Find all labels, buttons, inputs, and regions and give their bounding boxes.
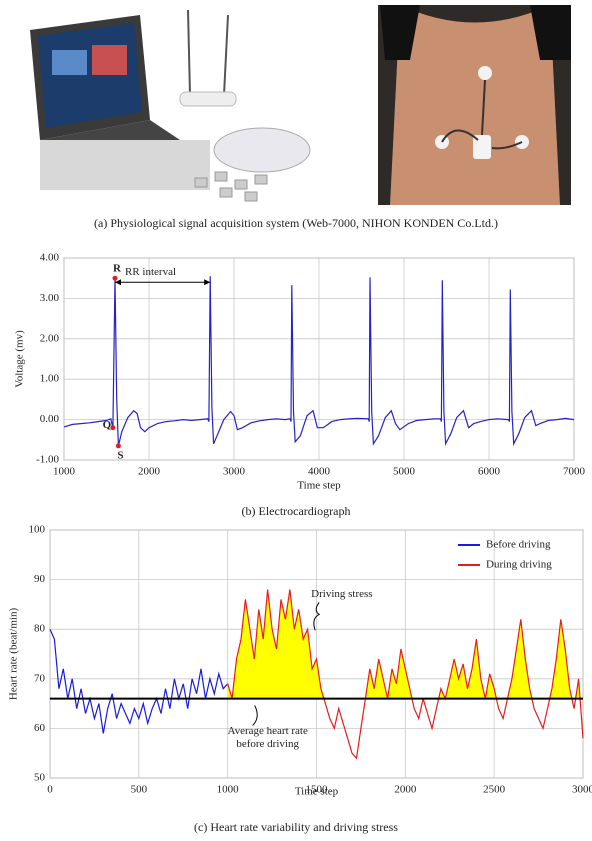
- x-tick-label: 4000: [308, 466, 331, 478]
- x-tick-label: 1000: [217, 784, 240, 796]
- x-axis-label: Time step: [295, 786, 339, 798]
- x-tick-label: 1000: [53, 466, 76, 478]
- legend-label: During driving: [486, 559, 552, 571]
- y-tick-label: 4.00: [40, 252, 60, 264]
- y-tick-label: 2.00: [40, 332, 60, 344]
- y-tick-label: 70: [34, 672, 46, 684]
- x-tick-label: 3000: [223, 466, 246, 478]
- y-tick-label: 80: [34, 623, 46, 635]
- y-tick-label: 50: [34, 772, 46, 784]
- x-tick-label: 5000: [393, 466, 416, 478]
- y-axis-label: Voltage (mv): [14, 330, 26, 388]
- photo-subject: [378, 5, 571, 205]
- y-tick-label: 90: [34, 573, 46, 585]
- point: [113, 276, 118, 281]
- y-tick-label: -1.00: [36, 454, 59, 466]
- annotation: Average heart rate: [227, 725, 308, 737]
- x-tick-label: 3000: [572, 784, 592, 796]
- y-tick-label: 0.00: [40, 413, 60, 425]
- interval-label: RR interval: [125, 266, 176, 278]
- caption: (c) Heart rate variability and driving s…: [194, 820, 398, 834]
- x-axis-label: Time step: [297, 480, 341, 492]
- caption: (b) Electrocardiograph: [242, 504, 351, 518]
- legend-label: Before driving: [486, 539, 551, 551]
- annotation: Driving stress: [311, 588, 372, 600]
- caption: (a) Physiological signal acquisition sys…: [94, 216, 498, 230]
- x-tick-label: 0: [47, 784, 53, 796]
- point: [116, 443, 121, 448]
- annotation: before driving: [236, 738, 299, 750]
- x-tick-label: 7000: [563, 466, 586, 478]
- point-label: Q: [103, 419, 112, 431]
- y-tick-label: 60: [34, 722, 46, 734]
- x-tick-label: 6000: [478, 466, 501, 478]
- x-tick-label: 2500: [483, 784, 506, 796]
- y-tick-label: 3.00: [40, 292, 60, 304]
- y-tick-label: 1.00: [40, 373, 60, 385]
- photo-equipment: [20, 5, 340, 205]
- figure: (a) Physiological signal acquisition sys…: [0, 0, 592, 841]
- point-label: R: [113, 263, 122, 275]
- point-label: S: [117, 449, 123, 461]
- x-tick-label: 2000: [138, 466, 161, 478]
- y-axis-label: Heart rate (beat/min): [8, 608, 20, 701]
- y-tick-label: 100: [29, 524, 46, 536]
- x-tick-label: 500: [131, 784, 148, 796]
- x-tick-label: 2000: [394, 784, 417, 796]
